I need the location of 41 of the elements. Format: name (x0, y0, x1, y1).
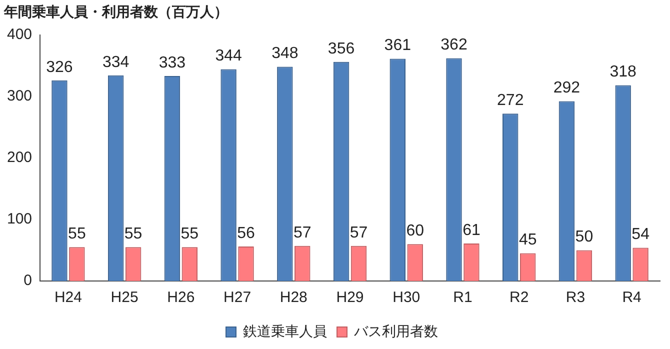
data-label: 333 (158, 54, 186, 72)
legend-label: バス利用者数 (353, 322, 438, 339)
data-label: 54 (632, 226, 650, 244)
data-label: 334 (102, 54, 130, 71)
data-label: 344 (215, 48, 242, 65)
x-tick-label: H30 (392, 289, 420, 306)
x-tick-label: R4 (622, 289, 642, 306)
data-label: 61 (462, 222, 480, 239)
data-label: 361 (384, 37, 412, 54)
chart-title: 年間乗車人員・利用者数（百万人） (3, 3, 228, 20)
y-tick-label: 400 (6, 26, 32, 43)
y-tick-label: 300 (6, 87, 32, 104)
y-tick-label: 100 (6, 210, 32, 228)
x-tick-label: H27 (224, 289, 252, 306)
data-label: 45 (518, 232, 537, 249)
x-tick-label: R3 (566, 289, 586, 306)
x-tick-label: H25 (110, 289, 138, 306)
data-label: 292 (553, 80, 580, 97)
data-label: 326 (46, 58, 73, 76)
x-tick-label: H26 (167, 289, 195, 306)
y-tick-label: 0 (24, 272, 32, 290)
data-label: 356 (328, 40, 355, 58)
data-label: 362 (440, 36, 468, 54)
legend-label: 鉄道乗車人員 (243, 322, 327, 339)
x-tick-label: R1 (453, 289, 472, 306)
data-label: 348 (272, 45, 298, 62)
x-tick-label: H28 (280, 289, 308, 306)
x-tick-label: H29 (336, 289, 364, 306)
data-label: 56 (237, 224, 256, 242)
x-tick-label: R2 (510, 289, 529, 306)
data-label: 57 (293, 224, 312, 242)
data-label: 50 (575, 228, 594, 246)
data-label: 55 (68, 226, 86, 243)
data-label: 57 (350, 224, 368, 242)
y-tick-label: 200 (6, 149, 32, 166)
data-label: 55 (124, 226, 142, 243)
data-label: 272 (497, 92, 524, 109)
x-tick-label: H24 (54, 289, 82, 306)
data-label: 60 (406, 222, 424, 240)
data-label: 318 (610, 64, 637, 81)
data-label: 55 (180, 226, 199, 243)
